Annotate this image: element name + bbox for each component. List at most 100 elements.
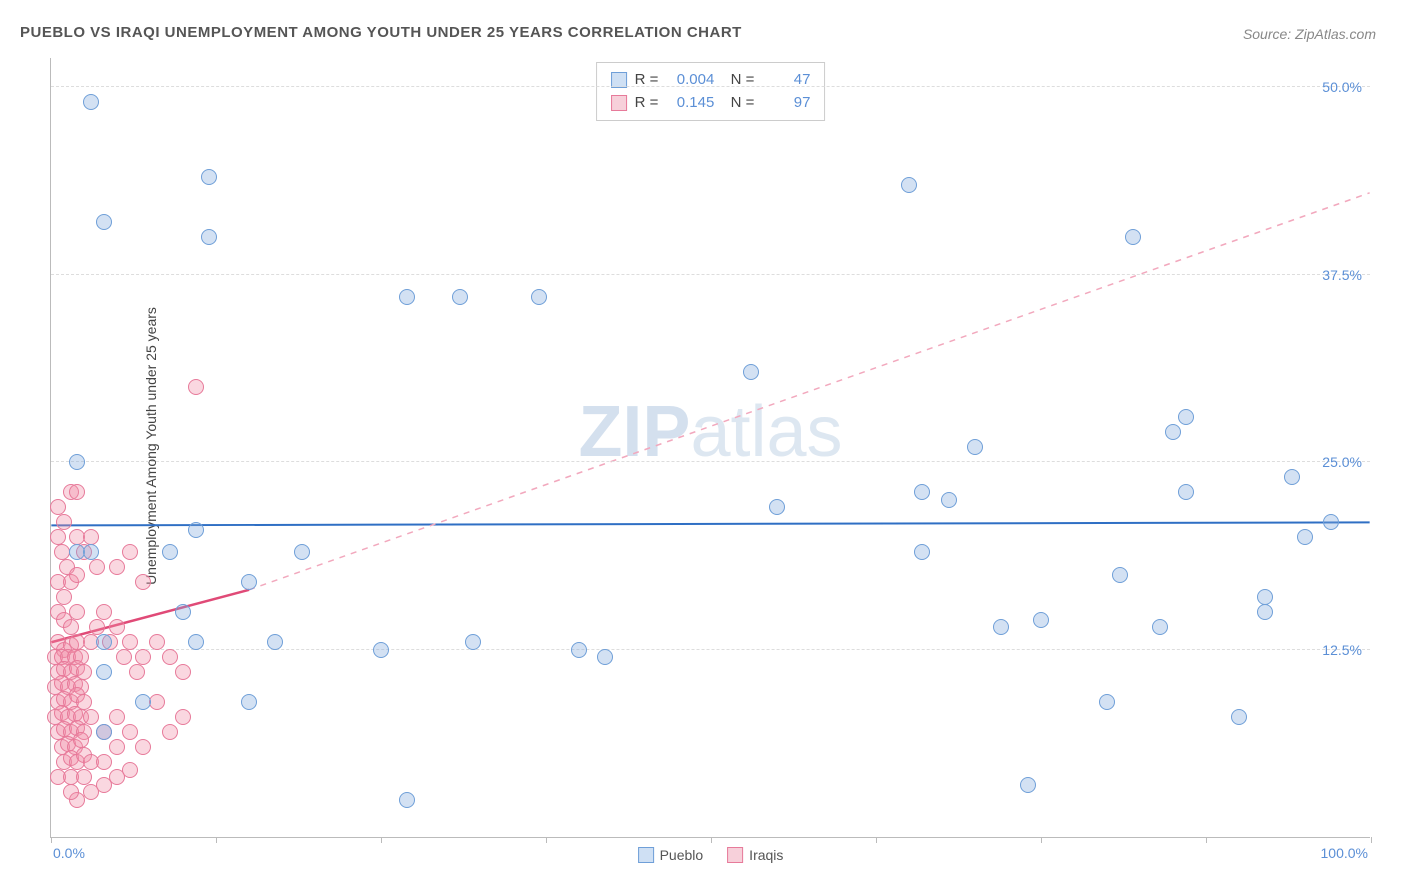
y-tick-label: 12.5% [1322, 642, 1362, 658]
data-point [109, 739, 125, 755]
data-point [1231, 709, 1247, 725]
y-tick-label: 50.0% [1322, 79, 1362, 95]
data-point [1297, 529, 1313, 545]
data-point [1020, 777, 1036, 793]
data-point [135, 694, 151, 710]
data-point [83, 94, 99, 110]
chart-title: PUEBLO VS IRAQI UNEMPLOYMENT AMONG YOUTH… [20, 24, 742, 41]
data-point [188, 522, 204, 538]
data-point [56, 589, 72, 605]
data-point [54, 544, 70, 560]
data-point [175, 604, 191, 620]
data-point [116, 649, 132, 665]
x-tick-label: 0.0% [53, 845, 85, 861]
data-point [1257, 604, 1273, 620]
data-point [175, 664, 191, 680]
grid-line [51, 649, 1370, 650]
x-tick [381, 837, 382, 843]
corr-r-label: R = [635, 69, 659, 92]
x-tick [216, 837, 217, 843]
corr-legend-row: R = 0.145 N = 97 [611, 92, 811, 115]
corr-r-value: 0.004 [666, 69, 714, 92]
data-point [452, 289, 468, 305]
corr-legend-row: R = 0.004 N = 47 [611, 69, 811, 92]
data-point [122, 762, 138, 778]
x-tick [876, 837, 877, 843]
corr-r-value: 0.145 [666, 92, 714, 115]
data-point [1125, 229, 1141, 245]
trend-line [249, 193, 1370, 590]
legend-swatch [727, 847, 743, 863]
data-point [941, 492, 957, 508]
data-point [96, 724, 112, 740]
data-point [1152, 619, 1168, 635]
plot-area: ZIPatlas R = 0.004 N = 47R = 0.145 N = 9… [50, 58, 1370, 838]
x-tick [711, 837, 712, 843]
data-point [914, 484, 930, 500]
data-point [1257, 589, 1273, 605]
data-point [135, 739, 151, 755]
data-point [69, 567, 85, 583]
data-point [122, 544, 138, 560]
data-point [63, 619, 79, 635]
y-tick-label: 25.0% [1322, 454, 1362, 470]
data-point [1323, 514, 1339, 530]
y-tick-label: 37.5% [1322, 267, 1362, 283]
data-point [129, 664, 145, 680]
corr-n-label: N = [722, 69, 754, 92]
data-point [162, 724, 178, 740]
data-point [135, 649, 151, 665]
data-point [399, 792, 415, 808]
data-point [96, 634, 112, 650]
data-point [96, 214, 112, 230]
data-point [188, 634, 204, 650]
trend-lines-layer [51, 58, 1370, 837]
data-point [83, 709, 99, 725]
legend-label: Pueblo [660, 847, 704, 863]
data-point [901, 177, 917, 193]
data-point [597, 649, 613, 665]
data-point [267, 634, 283, 650]
data-point [162, 649, 178, 665]
data-point [241, 574, 257, 590]
legend-swatch [638, 847, 654, 863]
data-point [241, 694, 257, 710]
data-point [373, 642, 389, 658]
data-point [63, 784, 79, 800]
corr-r-label: R = [635, 92, 659, 115]
data-point [69, 454, 85, 470]
data-point [188, 379, 204, 395]
data-point [743, 364, 759, 380]
x-tick [1041, 837, 1042, 843]
data-point [571, 642, 587, 658]
data-point [175, 709, 191, 725]
data-point [122, 634, 138, 650]
data-point [1178, 409, 1194, 425]
grid-line [51, 86, 1370, 87]
x-tick [1371, 837, 1372, 843]
data-point [149, 634, 165, 650]
data-point [135, 574, 151, 590]
legend-item: Iraqis [727, 847, 783, 863]
data-point [96, 604, 112, 620]
series-legend: Pueblo Iraqis [638, 847, 784, 863]
data-point [83, 529, 99, 545]
data-point [50, 529, 66, 545]
data-point [1165, 424, 1181, 440]
corr-n-value: 47 [762, 69, 810, 92]
data-point [294, 544, 310, 560]
data-point [83, 544, 99, 560]
data-point [531, 289, 547, 305]
data-point [89, 559, 105, 575]
data-point [1033, 612, 1049, 628]
correlation-legend: R = 0.004 N = 47R = 0.145 N = 97 [596, 62, 826, 121]
legend-swatch [611, 95, 627, 111]
x-tick [546, 837, 547, 843]
data-point [465, 634, 481, 650]
legend-item: Pueblo [638, 847, 704, 863]
data-point [967, 439, 983, 455]
x-tick-label: 100.0% [1321, 845, 1368, 861]
data-point [399, 289, 415, 305]
data-point [69, 484, 85, 500]
data-point [201, 229, 217, 245]
